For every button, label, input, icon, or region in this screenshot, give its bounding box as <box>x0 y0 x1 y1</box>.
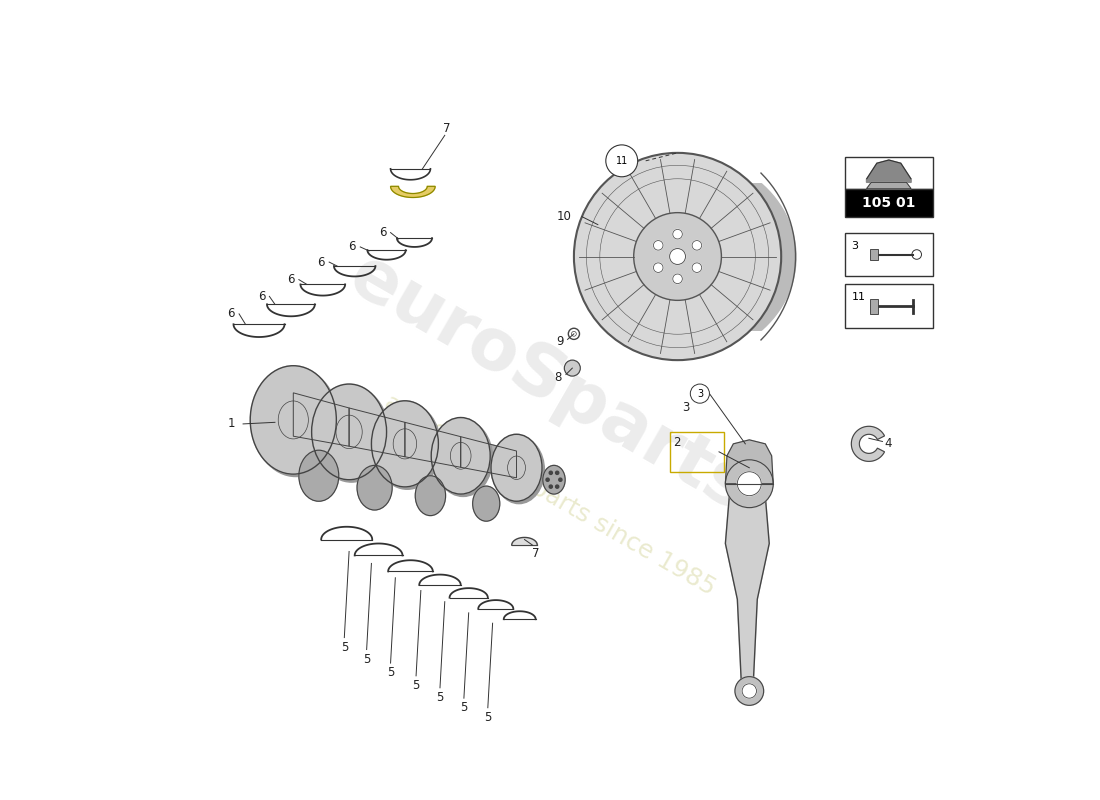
Ellipse shape <box>491 434 542 502</box>
Text: 1: 1 <box>228 418 235 430</box>
Circle shape <box>549 471 552 474</box>
Circle shape <box>574 153 781 360</box>
Text: euroSparts: euroSparts <box>338 242 762 527</box>
Text: 5: 5 <box>484 710 492 724</box>
Text: 6: 6 <box>318 255 324 269</box>
Circle shape <box>546 478 549 482</box>
Text: 10: 10 <box>557 210 572 223</box>
Circle shape <box>549 485 552 488</box>
FancyBboxPatch shape <box>845 233 933 277</box>
Text: 6: 6 <box>257 290 265 303</box>
Circle shape <box>692 263 702 273</box>
Ellipse shape <box>358 466 393 510</box>
Ellipse shape <box>494 437 544 504</box>
Text: 11: 11 <box>616 156 628 166</box>
Ellipse shape <box>473 486 499 521</box>
Circle shape <box>735 677 763 706</box>
Circle shape <box>653 241 663 250</box>
Polygon shape <box>725 480 769 683</box>
Circle shape <box>691 384 710 403</box>
Ellipse shape <box>374 403 441 490</box>
Text: a passion for parts since 1985: a passion for parts since 1985 <box>381 390 719 601</box>
Text: 7: 7 <box>442 122 450 135</box>
Text: 5: 5 <box>387 666 394 679</box>
Circle shape <box>606 145 638 177</box>
Circle shape <box>634 213 722 300</box>
Text: 4: 4 <box>884 438 892 450</box>
Circle shape <box>742 684 757 698</box>
Ellipse shape <box>416 476 446 515</box>
Ellipse shape <box>299 450 339 502</box>
FancyBboxPatch shape <box>845 285 933 328</box>
Circle shape <box>670 249 685 265</box>
Polygon shape <box>294 393 349 446</box>
Polygon shape <box>851 426 884 462</box>
Text: 5: 5 <box>412 679 420 692</box>
Text: 6: 6 <box>349 241 356 254</box>
Polygon shape <box>461 437 517 478</box>
Circle shape <box>673 230 682 239</box>
Circle shape <box>725 460 773 508</box>
Text: 6: 6 <box>287 273 295 286</box>
Text: 8: 8 <box>554 371 562 384</box>
Ellipse shape <box>372 401 439 487</box>
Text: 5: 5 <box>341 641 348 654</box>
FancyBboxPatch shape <box>870 299 879 314</box>
Ellipse shape <box>431 418 491 494</box>
Text: 5: 5 <box>460 702 467 714</box>
Text: 6: 6 <box>228 307 235 321</box>
Circle shape <box>556 485 559 488</box>
Ellipse shape <box>250 366 337 474</box>
Text: 11: 11 <box>851 292 866 302</box>
FancyBboxPatch shape <box>845 189 933 217</box>
Ellipse shape <box>314 386 389 482</box>
Polygon shape <box>867 160 911 182</box>
Circle shape <box>692 241 702 250</box>
Ellipse shape <box>311 384 386 480</box>
Text: 9: 9 <box>556 335 563 348</box>
FancyBboxPatch shape <box>845 157 933 189</box>
FancyBboxPatch shape <box>870 249 879 260</box>
Polygon shape <box>725 440 773 484</box>
Text: 2: 2 <box>673 436 681 449</box>
Text: 105 01: 105 01 <box>862 196 915 210</box>
Text: 5: 5 <box>363 653 371 666</box>
Text: 3: 3 <box>696 389 703 398</box>
Text: 6: 6 <box>378 226 386 239</box>
Polygon shape <box>867 182 911 189</box>
Circle shape <box>556 471 559 474</box>
Ellipse shape <box>542 466 565 494</box>
Circle shape <box>673 274 682 284</box>
Text: 7: 7 <box>532 546 539 559</box>
Circle shape <box>559 478 562 482</box>
Text: 3: 3 <box>851 241 858 250</box>
Circle shape <box>737 472 761 496</box>
Circle shape <box>653 263 663 273</box>
Ellipse shape <box>433 420 493 497</box>
Polygon shape <box>349 408 405 457</box>
Text: 3: 3 <box>682 402 690 414</box>
Ellipse shape <box>253 368 339 477</box>
Polygon shape <box>390 186 436 198</box>
Text: 5: 5 <box>437 691 443 704</box>
Polygon shape <box>405 422 461 467</box>
Circle shape <box>564 360 581 376</box>
